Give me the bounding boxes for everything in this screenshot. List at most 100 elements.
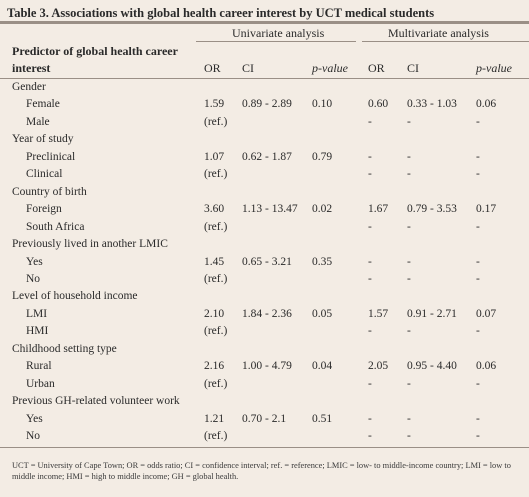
group-univariate-rule	[196, 41, 356, 42]
header-or-multivariate: OR	[368, 61, 385, 75]
table-row: South Africa (ref.) - - -	[0, 219, 529, 236]
row-label: Male	[26, 115, 50, 128]
header-or: OR	[204, 61, 221, 75]
cell-ci: 1.84 - 2.36	[242, 307, 292, 320]
cell-p-value: 0.10	[312, 98, 333, 111]
row-label: South Africa	[26, 220, 85, 233]
cell-or-multivariate: -	[368, 168, 372, 181]
cell-ci: 1.00 - 4.79	[242, 360, 292, 373]
cell-or: 1.07	[204, 150, 225, 163]
cell-p-value: 0.05	[312, 307, 333, 320]
table-row: Male (ref.) - - -	[0, 114, 529, 131]
cell-ci-multivariate: 0.33 - 1.03	[407, 98, 457, 111]
cell-or-multivariate: 1.57	[368, 307, 389, 320]
cell-p-value-multivariate: 0.06	[476, 360, 497, 373]
table-row: Clinical (ref.) - - -	[0, 166, 529, 183]
row-label: Urban	[26, 377, 55, 390]
cell-or: (ref.)	[204, 430, 228, 442]
header-ci: CI	[242, 61, 254, 75]
cell-p-value-multivariate: -	[476, 150, 480, 163]
table-group-row: Previously lived in another LMIC	[0, 236, 529, 253]
footer-rule	[0, 447, 529, 448]
cell-p-value-multivariate: -	[476, 272, 480, 285]
cell-or-multivariate: 1.67	[368, 203, 389, 216]
cell-ci-multivariate: -	[407, 220, 411, 233]
title-rule	[0, 21, 529, 24]
cell-or: (ref.)	[204, 272, 228, 285]
table-group-row: Childhood setting type	[0, 341, 529, 358]
row-label: Rural	[26, 360, 52, 373]
cell-or: (ref.)	[204, 168, 228, 181]
cell-p-value: 0.02	[312, 203, 333, 216]
table-group-row: Country of birth	[0, 184, 529, 201]
cell-p-value-multivariate: -	[476, 220, 480, 233]
cell-ci-multivariate: -	[407, 168, 411, 181]
table-row: Rural 2.16 1.00 - 4.79 0.04 2.05 0.95 - 4.40 0…	[0, 358, 529, 375]
cell-p-value-multivariate: -	[476, 377, 480, 390]
cell-or: 2.10	[204, 307, 225, 320]
cell-ci: 0.70 - 2.1	[242, 412, 287, 425]
cell-or: 1.45	[204, 255, 225, 268]
cell-ci: 0.65 - 3.21	[242, 255, 292, 268]
cell-or: 2.16	[204, 360, 225, 373]
cell-ci-multivariate: 0.95 - 4.40	[407, 360, 457, 373]
header-p-value-multivariate: p-value	[476, 61, 512, 75]
cell-p-value: 0.35	[312, 255, 333, 268]
row-label: Year of study	[12, 133, 74, 146]
cell-ci-multivariate: -	[407, 325, 411, 338]
header-predictor-line1: Predictor of global health career	[12, 44, 178, 58]
table-row: Foreign 3.60 1.13 - 13.47 0.02 1.67 0.79 - 3.…	[0, 201, 529, 218]
header-ci-multivariate: CI	[407, 61, 419, 75]
row-label: LMI	[26, 307, 48, 320]
cell-or-multivariate: -	[368, 150, 372, 163]
row-label: Level of household income	[12, 290, 138, 303]
row-label: Previous GH-related volunteer work	[12, 395, 180, 408]
cell-ci: 1.13 - 13.47	[242, 203, 298, 216]
cell-or-multivariate: -	[368, 377, 372, 390]
cell-or-multivariate: 0.60	[368, 98, 389, 111]
cell-p-value: 0.51	[312, 412, 333, 425]
table-row: LMI 2.10 1.84 - 2.36 0.05 1.57 0.91 - 2.71 0.0…	[0, 306, 529, 323]
cell-or: (ref.)	[204, 115, 228, 128]
cell-or-multivariate: -	[368, 255, 372, 268]
cell-p-value: 0.04	[312, 360, 333, 373]
cell-or: 1.59	[204, 98, 225, 111]
cell-p-value-multivariate: 0.06	[476, 98, 497, 111]
row-label: Childhood setting type	[12, 342, 117, 355]
cell-ci-multivariate: -	[407, 412, 411, 425]
cell-or-multivariate: -	[368, 430, 372, 442]
cell-ci-multivariate: -	[407, 115, 411, 128]
cell-ci-multivariate: -	[407, 272, 411, 285]
cell-ci-multivariate: -	[407, 430, 411, 442]
table-row: HMI (ref.) - - -	[0, 323, 529, 340]
table-row: No (ref.) - - -	[0, 271, 529, 288]
row-label: No	[26, 272, 41, 285]
cell-ci-multivariate: 0.79 - 3.53	[407, 203, 457, 216]
cell-ci-multivariate: 0.91 - 2.71	[407, 307, 457, 320]
cell-ci-multivariate: -	[407, 150, 411, 163]
table-row: Female 1.59 0.89 - 2.89 0.10 0.60 0.33 - 1.03…	[0, 96, 529, 113]
table-row: Yes 1.21 0.70 - 2.1 0.51 - - -	[0, 411, 529, 428]
footnote: UCT = University of Cape Town; OR = odds…	[12, 461, 511, 481]
cell-or-multivariate: -	[368, 220, 372, 233]
cell-p-value-multivariate: -	[476, 168, 480, 181]
row-label: Yes	[26, 255, 43, 268]
row-label: No	[26, 430, 41, 442]
group-multivariate-rule	[362, 41, 529, 42]
cell-ci-multivariate: -	[407, 255, 411, 268]
row-label: Country of birth	[12, 185, 87, 198]
table-group-row: Gender	[0, 79, 529, 96]
table-row: No (ref.) - - -	[0, 428, 529, 445]
cell-ci-multivariate: -	[407, 377, 411, 390]
cell-p-value-multivariate: -	[476, 255, 480, 268]
row-label: Preclinical	[26, 150, 76, 163]
row-label: Clinical	[26, 168, 63, 181]
cell-or-multivariate: 2.05	[368, 360, 389, 373]
cell-p-value-multivariate: 0.17	[476, 203, 497, 216]
cell-p-value-multivariate: -	[476, 430, 480, 442]
cell-p-value: 0.79	[312, 150, 333, 163]
row-label: Previously lived in another LMIC	[12, 238, 168, 251]
table-group-row: Level of household income	[0, 288, 529, 305]
cell-p-value-multivariate: -	[476, 325, 480, 338]
group-multivariate: Multivariate analysis	[388, 26, 489, 40]
